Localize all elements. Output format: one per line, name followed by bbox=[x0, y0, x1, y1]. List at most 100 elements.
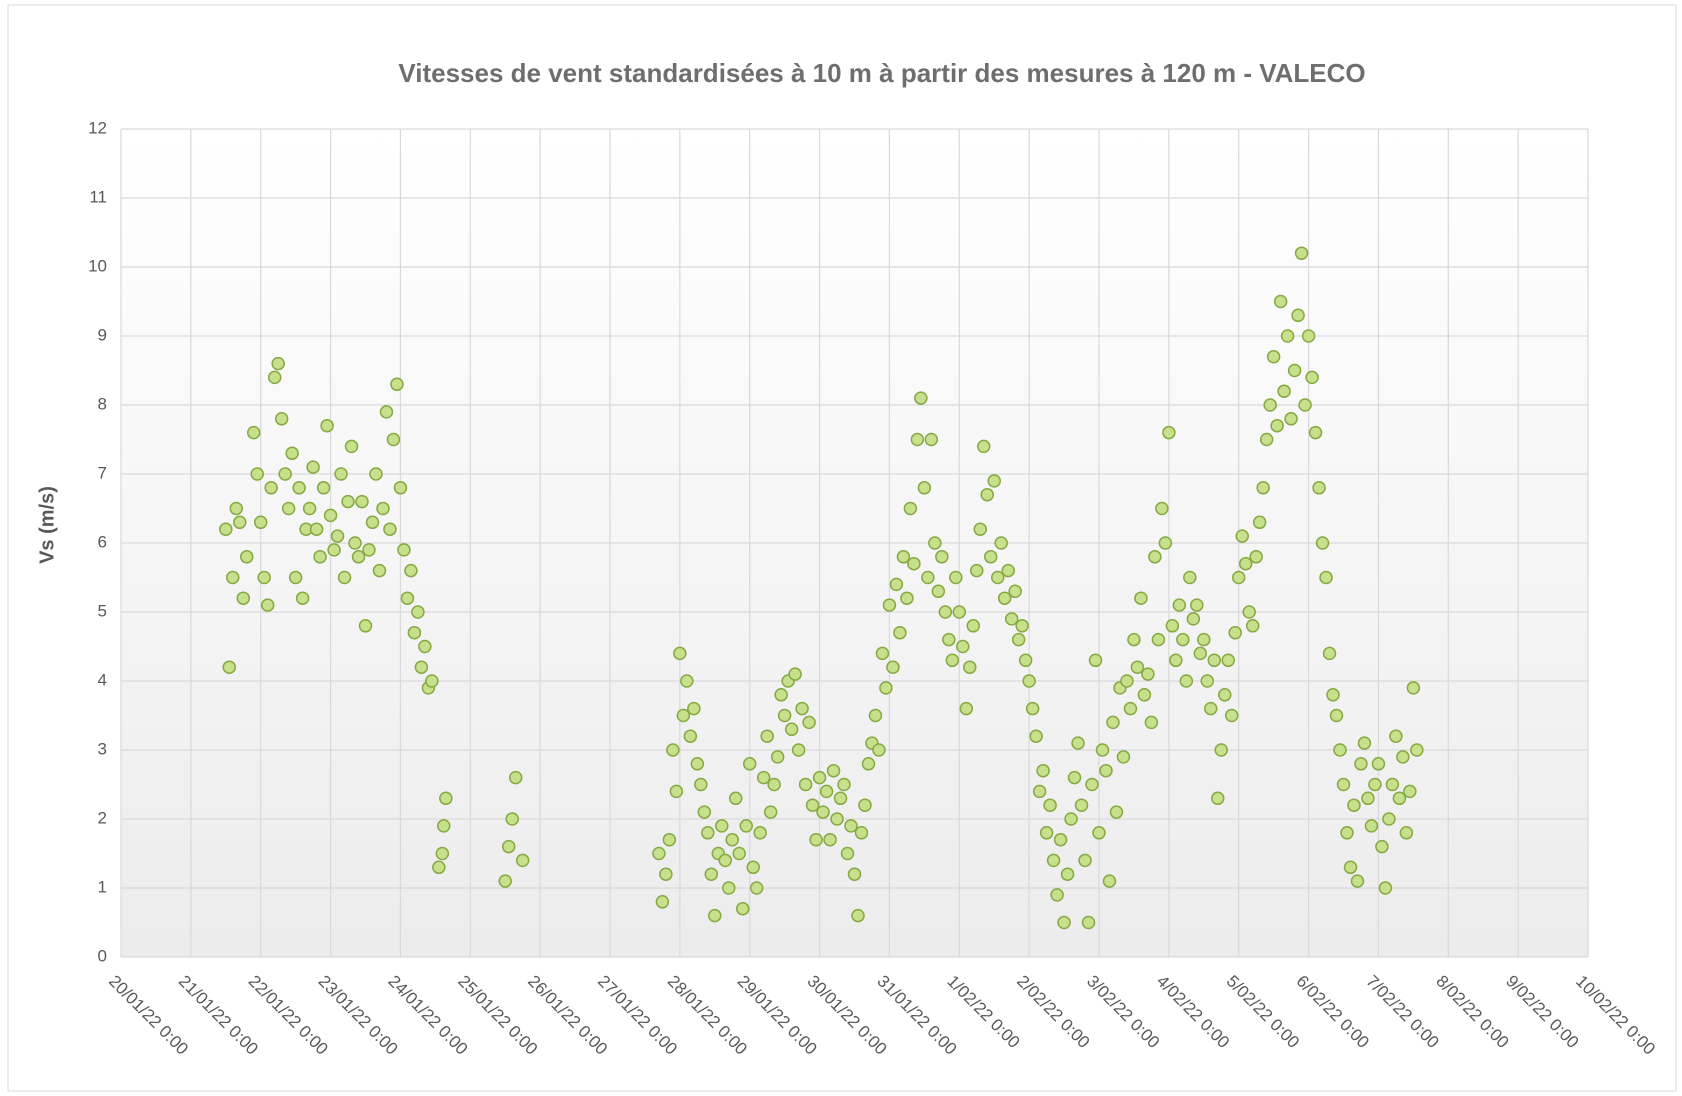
point bbox=[1074, 798, 1089, 812]
point bbox=[327, 543, 341, 557]
point bbox=[924, 432, 939, 447]
point bbox=[1277, 384, 1291, 398]
point bbox=[1050, 888, 1064, 902]
point bbox=[833, 791, 848, 806]
point bbox=[701, 826, 715, 840]
point bbox=[1242, 605, 1256, 619]
point bbox=[239, 550, 254, 564]
point bbox=[285, 446, 299, 461]
point bbox=[1186, 612, 1201, 626]
point bbox=[1127, 632, 1141, 647]
point bbox=[970, 563, 984, 578]
point bbox=[229, 501, 244, 516]
point bbox=[383, 522, 397, 536]
point bbox=[1032, 784, 1047, 799]
point bbox=[746, 860, 760, 875]
point bbox=[879, 681, 893, 695]
point bbox=[760, 729, 774, 743]
point bbox=[260, 598, 275, 612]
point bbox=[896, 550, 911, 564]
point bbox=[257, 570, 271, 585]
point bbox=[1116, 750, 1131, 764]
point bbox=[1106, 715, 1120, 730]
point bbox=[1357, 736, 1372, 750]
point bbox=[1018, 653, 1033, 668]
point bbox=[379, 405, 394, 419]
point bbox=[1375, 839, 1389, 854]
point bbox=[1155, 501, 1169, 516]
point bbox=[997, 591, 1012, 605]
point bbox=[1036, 763, 1050, 778]
point bbox=[1343, 860, 1358, 875]
point bbox=[1008, 584, 1022, 599]
point bbox=[355, 494, 369, 509]
point bbox=[250, 467, 264, 481]
point bbox=[987, 474, 1001, 488]
point bbox=[334, 467, 348, 481]
point bbox=[652, 846, 666, 861]
point bbox=[851, 908, 865, 923]
point bbox=[963, 660, 977, 674]
point bbox=[436, 819, 451, 833]
y-tick-label: 7 bbox=[98, 463, 107, 482]
point bbox=[386, 432, 401, 447]
point bbox=[732, 846, 746, 861]
point bbox=[655, 895, 670, 909]
point bbox=[662, 832, 677, 847]
point bbox=[1207, 653, 1222, 668]
point bbox=[274, 412, 289, 426]
point bbox=[1120, 674, 1134, 688]
point bbox=[872, 743, 886, 757]
point bbox=[777, 708, 792, 723]
point bbox=[505, 812, 519, 826]
point bbox=[1396, 750, 1410, 764]
point bbox=[1046, 853, 1061, 868]
point bbox=[246, 425, 261, 440]
point bbox=[1015, 619, 1029, 633]
point bbox=[1280, 329, 1295, 343]
point bbox=[1214, 743, 1228, 757]
point bbox=[390, 377, 404, 392]
point bbox=[397, 543, 411, 557]
point bbox=[372, 563, 387, 578]
point bbox=[914, 391, 928, 405]
point bbox=[316, 481, 331, 495]
point bbox=[1134, 591, 1148, 605]
point bbox=[739, 819, 753, 833]
point bbox=[1221, 653, 1235, 668]
point bbox=[1270, 418, 1284, 433]
point bbox=[1326, 688, 1340, 702]
point bbox=[302, 501, 317, 516]
point bbox=[1315, 536, 1330, 550]
point bbox=[907, 556, 921, 571]
point bbox=[501, 839, 516, 854]
point bbox=[337, 570, 352, 585]
point bbox=[1130, 660, 1145, 674]
point bbox=[1364, 819, 1379, 833]
point bbox=[1336, 777, 1351, 792]
point bbox=[1102, 874, 1117, 888]
point bbox=[1298, 398, 1312, 412]
point bbox=[753, 826, 767, 840]
point bbox=[1301, 329, 1316, 343]
point bbox=[676, 708, 691, 723]
point bbox=[1231, 570, 1246, 585]
point bbox=[1217, 688, 1232, 702]
point bbox=[1319, 570, 1333, 585]
point bbox=[1109, 805, 1124, 819]
point bbox=[313, 550, 327, 564]
point bbox=[952, 605, 967, 619]
point bbox=[1305, 370, 1319, 385]
point bbox=[935, 550, 949, 564]
point bbox=[1389, 729, 1403, 743]
point bbox=[1266, 349, 1281, 364]
point bbox=[1183, 570, 1197, 585]
point bbox=[1406, 681, 1421, 695]
point bbox=[784, 722, 799, 737]
point bbox=[358, 619, 373, 633]
point bbox=[1340, 826, 1354, 840]
y-tick-label: 5 bbox=[98, 601, 107, 620]
point bbox=[404, 563, 418, 578]
point bbox=[1378, 881, 1393, 895]
point bbox=[1361, 791, 1375, 806]
